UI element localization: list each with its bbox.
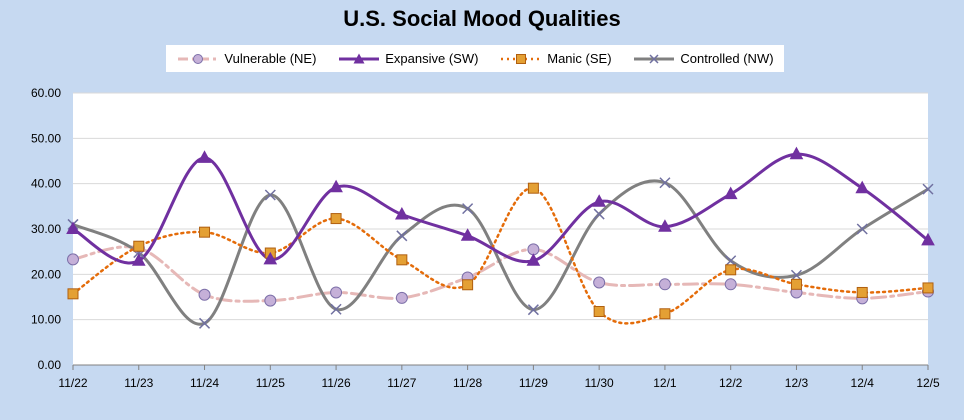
y-tick-label: 10.00 xyxy=(31,313,61,327)
data-point xyxy=(197,150,212,163)
x-tick-label: 12/1 xyxy=(653,376,677,390)
legend-label-expansive: Expansive (SW) xyxy=(385,51,479,66)
data-point xyxy=(133,240,145,252)
legend-label-vulnerable: Vulnerable (NE) xyxy=(224,51,317,66)
data-point xyxy=(856,286,868,298)
data-point xyxy=(199,226,211,238)
data-point xyxy=(395,206,409,220)
data-point xyxy=(462,203,474,215)
data-point xyxy=(790,278,802,290)
data-point xyxy=(460,228,475,241)
data-point xyxy=(593,276,606,289)
data-point xyxy=(199,317,211,329)
data-point xyxy=(198,288,211,301)
legend-swatch-expansive xyxy=(339,53,380,63)
y-tick-label: 0.00 xyxy=(38,358,62,372)
series-line xyxy=(71,179,930,326)
data-point xyxy=(723,186,738,200)
data-point xyxy=(659,308,671,320)
y-tick-label: 40.00 xyxy=(31,177,61,191)
data-point xyxy=(658,219,672,232)
data-point xyxy=(330,213,342,225)
x-tick-label: 11/30 xyxy=(585,376,614,390)
data-point xyxy=(263,251,278,265)
x-tick-label: 11/27 xyxy=(387,376,416,390)
x-tick-label: 12/2 xyxy=(719,376,743,390)
data-point xyxy=(66,221,80,234)
data-point xyxy=(264,189,276,201)
x-tick-label: 11/25 xyxy=(256,376,285,390)
data-point xyxy=(329,179,343,193)
y-tick-label: 30.00 xyxy=(31,222,61,236)
data-point xyxy=(921,232,935,246)
data-point xyxy=(922,282,934,294)
data-point xyxy=(330,286,343,299)
data-point xyxy=(724,278,737,291)
x-tick-label: 11/23 xyxy=(124,376,153,390)
data-point xyxy=(790,269,802,281)
data-point xyxy=(658,278,671,291)
data-point xyxy=(526,253,541,266)
y-tick-label: 50.00 xyxy=(31,131,61,145)
chart-title: U.S. Social Mood Qualities xyxy=(343,6,621,31)
legend-label-controlled: Controlled (NW) xyxy=(680,51,774,66)
data-point xyxy=(131,253,146,266)
data-point xyxy=(395,291,408,304)
x-tick-label: 11/26 xyxy=(322,376,351,390)
x-tick-label: 12/5 xyxy=(916,376,940,390)
chart-legend: Vulnerable (NE) Expansive (SW) Manic (SE… xyxy=(166,45,784,72)
legend-swatch-controlled xyxy=(634,53,675,64)
data-point xyxy=(527,304,539,316)
data-point xyxy=(659,177,671,189)
x-tick-label: 11/29 xyxy=(519,376,548,390)
data-point xyxy=(67,288,79,300)
series-line xyxy=(71,186,930,325)
data-point xyxy=(527,182,539,194)
y-tick-label: 20.00 xyxy=(31,267,61,281)
x-tick-label: 11/28 xyxy=(453,376,482,390)
data-point xyxy=(396,230,408,242)
legend-label-manic: Manic (SE) xyxy=(547,51,612,66)
legend-swatch-manic xyxy=(501,53,542,64)
legend-item-expansive: Expansive (SW) xyxy=(337,51,478,66)
legend-item-manic: Manic (SE) xyxy=(499,51,612,66)
data-point xyxy=(856,223,868,235)
data-point xyxy=(593,208,605,220)
data-point xyxy=(725,264,737,276)
data-point xyxy=(264,294,277,307)
data-point xyxy=(725,255,737,267)
data-point xyxy=(396,254,408,266)
legend-item-controlled: Controlled (NW) xyxy=(632,51,774,66)
x-tick-label: 11/24 xyxy=(190,376,219,390)
legend-swatch-vulnerable xyxy=(178,53,219,64)
data-point xyxy=(789,146,804,160)
data-point xyxy=(67,253,79,266)
data-point xyxy=(330,303,342,315)
data-point xyxy=(593,306,605,318)
x-tick-label: 11/22 xyxy=(58,376,87,390)
data-point xyxy=(922,183,934,195)
x-tick-label: 12/3 xyxy=(785,376,809,390)
legend-item-vulnerable: Vulnerable (NE) xyxy=(176,51,316,66)
x-tick-label: 12/4 xyxy=(851,376,875,390)
series-line xyxy=(71,152,930,265)
data-point xyxy=(855,180,870,194)
y-tick-label: 60.00 xyxy=(31,86,61,100)
data-point xyxy=(462,279,474,291)
data-point xyxy=(592,194,606,207)
